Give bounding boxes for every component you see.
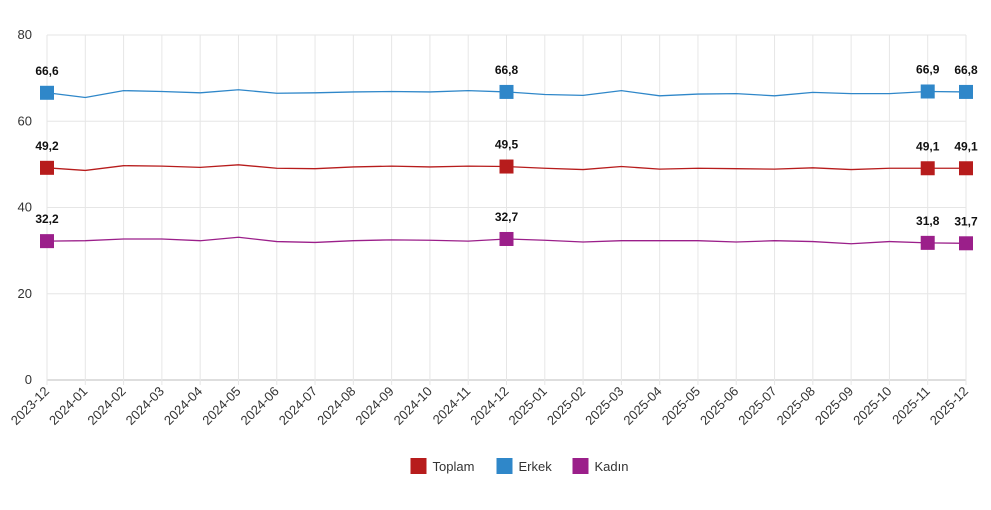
x-axis-ticks: 2023-122024-012024-022024-032024-042024-… [8,384,971,428]
data-point-marker [920,84,935,99]
x-tick-label: 2025-03 [582,384,626,428]
x-tick-label: 2025-04 [620,384,664,428]
x-tick-label: 2024-12 [467,384,511,428]
x-tick-label: 2025-02 [544,384,588,428]
data-point-marker [920,235,935,250]
data-label: 32,7 [495,210,519,224]
x-tick-label: 2025-01 [506,384,550,428]
y-tick-label: 20 [18,286,32,301]
x-tick-label: 2024-09 [352,384,396,428]
data-point-marker [920,161,935,176]
x-tick-label: 2025-05 [659,384,703,428]
data-point-marker [499,84,514,99]
x-tick-label: 2025-07 [735,384,779,428]
data-label: 49,1 [954,139,978,153]
x-tick-label: 2023-12 [8,384,52,428]
data-labels: 49,2 49,5 49,1 49,1 66,6 66,8 66,9 66,8 32,2 32,7… [35,62,978,228]
x-tick-label: 2024-10 [391,384,435,428]
data-point-marker [959,161,973,176]
y-tick-label: 60 [18,113,32,128]
data-label: 66,8 [954,63,978,77]
x-tick-label: 2024-05 [199,384,243,428]
x-tick-label: 2025-09 [812,384,856,428]
x-tick-label: 2024-01 [46,384,90,428]
data-label: 49,2 [35,139,59,153]
x-tick-label: 2025-10 [850,384,894,428]
legend: Toplam Erkek Kadın [410,458,629,474]
data-label: 49,1 [916,139,940,153]
data-label: 49,5 [495,138,519,152]
x-tick-label: 2024-03 [123,384,167,428]
data-label: 66,6 [35,64,59,78]
legend-swatch-erkek [496,458,513,474]
legend-label-toplam: Toplam [433,459,475,474]
data-point-marker [499,159,514,174]
x-tick-label: 2024-08 [314,384,358,428]
y-tick-label: 0 [25,372,32,387]
legend-swatch-kadın [572,458,589,474]
data-point-marker [40,234,54,249]
y-tick-label: 40 [18,200,32,215]
data-label: 66,8 [495,63,519,77]
y-axis-ticks: 0 20 40 60 80 [18,27,32,387]
legend-label-kadın: Kadın [595,459,629,474]
data-label: 31,7 [954,214,978,228]
y-tick-label: 80 [18,27,32,42]
x-tick-label: 2025-08 [774,384,818,428]
data-label: 31,8 [916,214,940,228]
x-tick-label: 2024-07 [276,384,320,428]
data-label: 32,2 [35,212,59,226]
x-tick-label: 2024-11 [430,384,474,428]
x-tick-label: 2024-02 [84,384,128,428]
data-point-marker [499,231,514,246]
legend-swatch-toplam [410,458,427,474]
data-point-marker [959,236,973,251]
series-lines [40,84,973,251]
data-point-marker [40,160,54,175]
x-tick-label: 2024-04 [161,384,205,428]
x-tick-label: 2025-12 [927,384,971,428]
data-point-marker [40,85,54,100]
x-tick-label: 2025-06 [697,384,741,428]
legend-label-erkek: Erkek [519,459,553,474]
x-tick-label: 2025-11 [889,384,933,428]
data-point-marker [959,84,973,99]
data-label: 66,9 [916,62,940,76]
x-tick-label: 2024-06 [238,384,282,428]
